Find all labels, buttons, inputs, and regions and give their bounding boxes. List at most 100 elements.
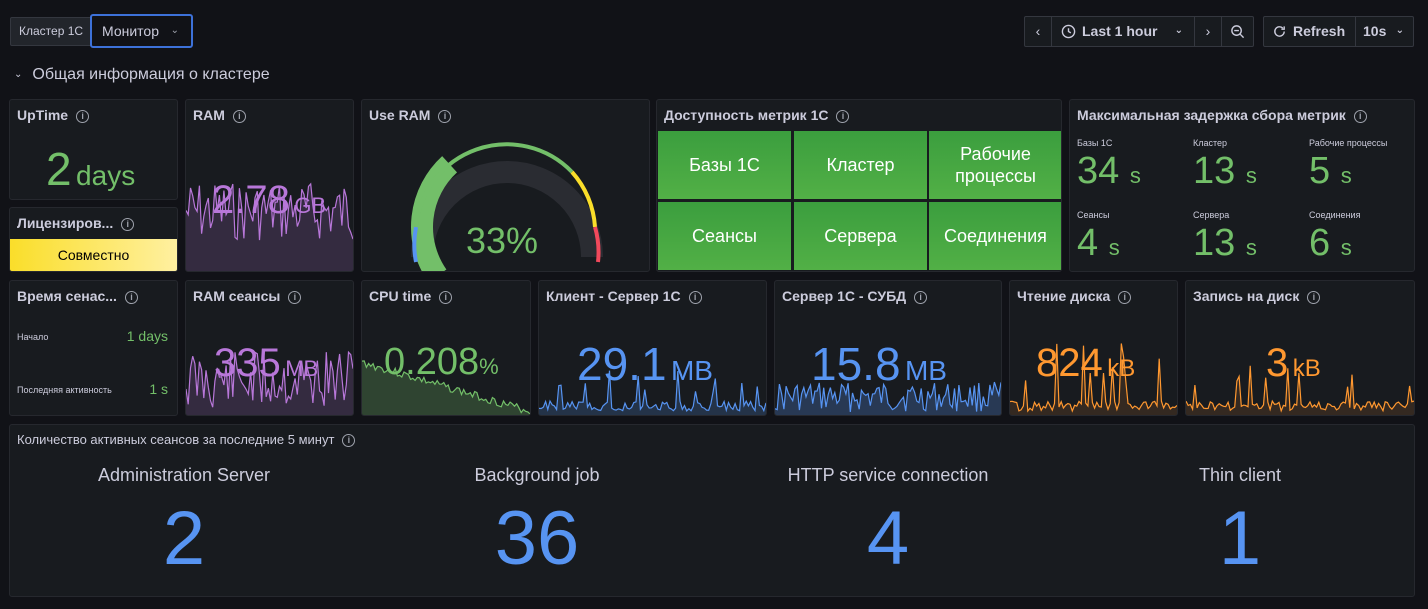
- refresh-button[interactable]: Refresh: [1263, 16, 1356, 47]
- client-server-unit: MB: [670, 355, 713, 386]
- session-type-count: 36: [494, 496, 580, 581]
- delay-value: 34 s: [1077, 150, 1141, 193]
- panel-title: Use RAM i: [369, 107, 452, 123]
- panel-title: RAM i: [193, 107, 246, 123]
- delay-label: Кластер: [1193, 138, 1228, 148]
- info-icon[interactable]: i: [688, 291, 702, 304]
- delay-unit: s: [1245, 235, 1257, 260]
- availability-cell: Соединения: [929, 202, 1061, 270]
- session-type-count: 1: [1218, 496, 1262, 581]
- ram-panel: RAM i 2.78 GB: [185, 99, 354, 272]
- info-icon[interactable]: i: [1307, 291, 1321, 304]
- max-delay-panel: Максимальная задержка сбора метрик i Базы…: [1069, 99, 1415, 272]
- delay-number: 4: [1077, 222, 1099, 264]
- panel-title: Клиент - Сервер 1С i: [546, 288, 702, 304]
- dashboard-toolbar: Кластер 1С Монитор ⌄ ‹ Last 1 hour ⌄ › R…: [0, 0, 1428, 62]
- sparkline-line: [539, 370, 766, 413]
- chevron-left-icon: ‹: [1035, 23, 1041, 39]
- delay-label: Соединения: [1309, 210, 1361, 220]
- sparkline-line: [362, 360, 530, 415]
- server-dbms-panel: Сервер 1С - СУБД i 15.8 MB: [774, 280, 1002, 416]
- disk-write-value: 3 kB: [1266, 341, 1321, 386]
- availability-cell: Базы 1С: [658, 131, 791, 199]
- delay-number: 13: [1193, 222, 1236, 264]
- disk-write-sparkline: [1186, 365, 1414, 415]
- disk-read-sparkline: [1010, 343, 1177, 415]
- info-icon[interactable]: i: [914, 291, 928, 304]
- info-icon[interactable]: i: [439, 291, 453, 304]
- server-dbms-value: 15.8 MB: [811, 337, 947, 391]
- session-time-panel: Время сенас... i Начало 1 days Последняя …: [9, 280, 178, 416]
- active-sessions-panel: Количество активных сеансов за последние…: [9, 424, 1415, 597]
- info-icon[interactable]: i: [288, 291, 302, 304]
- zoom-out-button[interactable]: [1221, 16, 1254, 47]
- uptime-number: 2: [46, 143, 72, 195]
- delay-label: Сеансы: [1077, 210, 1110, 220]
- info-icon[interactable]: i: [1353, 110, 1367, 123]
- cluster-variable-select[interactable]: Монитор ⌄: [90, 14, 193, 48]
- panel-title: Запись на диск i: [1193, 288, 1321, 304]
- session-last-activity-value: 1 s: [149, 381, 168, 397]
- session-start-value: 1 days: [126, 328, 168, 344]
- ram-sessions-number: 335: [214, 341, 281, 385]
- session-time-title: Время сенас...: [17, 288, 117, 304]
- chevron-right-icon: ›: [1205, 23, 1211, 39]
- time-range-picker[interactable]: Last 1 hour ⌄: [1051, 16, 1195, 47]
- clock-icon: [1061, 24, 1076, 39]
- chevron-down-icon: ⌄: [14, 69, 23, 80]
- chevron-down-icon: ⌄: [170, 25, 179, 36]
- panel-title: Количество активных сеансов за последние…: [17, 432, 356, 447]
- info-icon[interactable]: i: [438, 110, 452, 123]
- session-last-activity-label: Последняя активность: [17, 385, 112, 395]
- info-icon[interactable]: i: [1118, 291, 1132, 304]
- ram-title: RAM: [193, 107, 225, 123]
- delay-value: 13 s: [1193, 222, 1257, 265]
- sparkline-area: [1010, 343, 1177, 415]
- chevron-down-icon: ⌄: [1174, 25, 1183, 36]
- uptime-value: 2 days: [46, 142, 135, 196]
- delay-value: 6 s: [1309, 222, 1352, 265]
- section-row-toggle[interactable]: ⌄ Общая информация о кластере: [14, 66, 270, 88]
- info-icon[interactable]: i: [232, 110, 246, 123]
- time-back-button[interactable]: ‹: [1024, 16, 1052, 47]
- delay-number: 5: [1309, 150, 1331, 192]
- session-start-label: Начало: [17, 332, 49, 342]
- gauge-threshold-blue: [412, 226, 418, 263]
- delay-value: 13 s: [1193, 150, 1257, 193]
- info-icon[interactable]: i: [836, 110, 850, 123]
- info-icon[interactable]: i: [342, 434, 356, 447]
- server-dbms-title: Сервер 1С - СУБД: [782, 288, 907, 304]
- disk-write-panel: Запись на диск i 3 kB: [1185, 280, 1415, 416]
- gauge-threshold-red: [593, 226, 601, 263]
- max-delay-title: Максимальная задержка сбора метрик: [1077, 107, 1346, 123]
- delay-number: 13: [1193, 150, 1236, 192]
- disk-write-unit: kB: [1292, 355, 1321, 382]
- server-dbms-number: 15.8: [811, 338, 901, 390]
- client-server-title: Клиент - Сервер 1С: [546, 288, 681, 304]
- info-icon[interactable]: i: [124, 291, 138, 304]
- cpu-time-unit: %: [479, 354, 499, 379]
- info-icon[interactable]: i: [121, 218, 135, 231]
- panel-title: Чтение диска i: [1017, 288, 1132, 304]
- time-forward-button[interactable]: ›: [1194, 16, 1222, 47]
- cpu-time-number: 0.208: [384, 341, 480, 383]
- client-server-number: 29.1: [577, 338, 667, 390]
- disk-read-title: Чтение диска: [1017, 288, 1111, 304]
- availability-cell: Кластер: [794, 131, 927, 199]
- zoom-out-icon: [1231, 25, 1245, 39]
- ram-unit: GB: [294, 193, 327, 218]
- license-panel: Лицензиров... i Совместно: [9, 207, 178, 272]
- use-ram-title: Use RAM: [369, 107, 431, 123]
- sparkline-line: [186, 350, 353, 408]
- delay-unit: s: [1340, 163, 1352, 188]
- cpu-time-value: 0.208%: [384, 341, 499, 384]
- info-icon[interactable]: i: [76, 110, 90, 123]
- panel-title: Максимальная задержка сбора метрик i: [1077, 107, 1367, 123]
- variable-label: Кластер 1С: [10, 17, 93, 46]
- time-range-label: Last 1 hour: [1082, 23, 1158, 39]
- availability-cell: Рабочие процессы: [929, 131, 1061, 199]
- ram-number: 2.78: [212, 178, 290, 222]
- delay-unit: s: [1340, 235, 1352, 260]
- refresh-interval-select[interactable]: 10s ⌄: [1355, 16, 1414, 47]
- disk-read-unit: kB: [1107, 355, 1136, 382]
